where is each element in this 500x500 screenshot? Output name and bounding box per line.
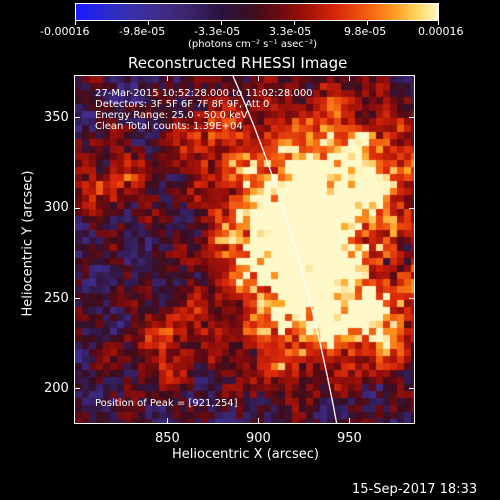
y-tick-label: 300 [44,200,69,215]
y-tick [409,388,415,389]
solar-limb [232,76,338,423]
x-tick [258,75,259,81]
clean-counts-text: Clean Total counts: 1.39E+04 [95,121,243,132]
y-axis-label: Heliocentric Y (arcsec) [20,170,36,317]
time-range: 27-Mar-2015 10:52:28.000 to 11:02:28.000 [95,88,313,99]
x-tick [167,75,168,81]
y-tick-label: 250 [44,291,69,306]
colorbar-tick [367,21,368,25]
y-tick-label: 350 [44,110,69,125]
y-tick [74,117,80,118]
plot-title: Reconstructed RHESSI Image [128,54,348,72]
colorbar-tick-label: 3.3e-05 [269,25,312,38]
y-tick [74,298,80,299]
y-tick [409,298,415,299]
x-tick-label: 850 [155,431,180,446]
colorbar-tick [221,21,222,25]
peak-position-text: Position of Peak = [921,254] [95,398,238,409]
colorbar-tick [148,21,149,25]
colorbar-units: (photons cm⁻² s⁻¹ asec⁻²) [188,39,318,50]
y-tick [74,388,80,389]
colorbar-tick-label: 9.8e-05 [344,25,387,38]
y-tick [74,208,80,209]
heatmap [75,76,414,423]
x-tick [258,418,259,424]
colorbar [75,3,439,21]
y-tick-label: 200 [44,381,69,396]
colorbar-tick-label: -9.8e-05 [119,25,166,38]
colorbar-tick [75,21,76,25]
limb-curve [232,76,338,423]
x-tick [349,75,350,81]
x-tick-label: 950 [337,431,362,446]
colorbar-tick [438,21,439,25]
x-tick-label: 900 [246,431,271,446]
colorbar-tick-label: -0.00016 [40,25,90,38]
x-axis-label: Heliocentric X (arcsec) [172,447,319,462]
energy-range-text: Energy Range: 25.0 - 50.0 keV [95,110,248,121]
colorbar-tick-label: -3.3e-05 [194,25,241,38]
x-tick [167,418,168,424]
y-tick [409,117,415,118]
colorbar-tick-label: 0.00016 [418,25,464,38]
y-tick [409,208,415,209]
x-tick [349,418,350,424]
rhessi-image: 27-Mar-2015 10:52:28.000 to 11:02:28.000… [74,75,415,424]
footer-date: 15-Sep-2017 18:33 [352,482,478,497]
colorbar-tick [294,21,295,25]
detectors-text: Detectors: 3F 5F 6F 7F 8F 9F, Att 0 [95,99,270,110]
